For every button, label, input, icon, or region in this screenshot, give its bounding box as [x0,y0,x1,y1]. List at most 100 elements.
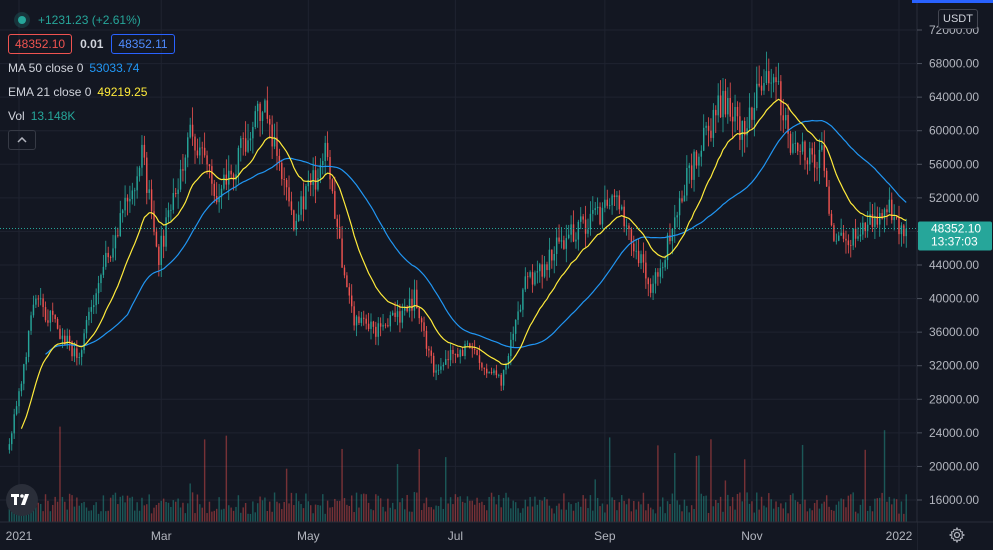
candle-body [394,312,396,317]
volume-bar [191,492,194,522]
candle-body [900,225,903,235]
volume-bar [748,503,751,522]
volume-bar [753,512,756,522]
volume-bar [435,505,437,522]
volume-bar [862,499,864,522]
volume-bar [160,500,162,522]
bid-price-button[interactable]: 48352.10 [8,34,73,54]
candle-body [690,165,693,180]
candle-body [893,217,895,221]
candle-body [751,107,753,120]
candle-body [582,216,584,220]
candle-body [878,213,881,225]
volume-bar [112,494,114,522]
candle-body [107,252,109,258]
candle-body [297,214,300,221]
volume-bar [558,503,560,522]
candle-body [461,350,464,357]
volume-bar [423,503,425,522]
legend-header-row: +1231.23 (+2.61%) [8,10,175,30]
volume-bar [225,435,228,522]
volume-bar [567,502,570,522]
volume-bar [710,439,712,522]
volume-bar [252,501,254,522]
volume-bar [165,501,167,522]
volume-bar [220,509,223,522]
candle-body [478,355,481,363]
volume-bar [418,449,420,522]
candle-body [252,127,254,139]
x-tick-label: May [297,529,320,543]
volume-bar [502,497,505,522]
candle-body [136,176,138,191]
candle-body [553,253,555,261]
volume-bar [394,509,396,522]
volume-bar [343,498,346,522]
volume-bar [237,495,240,522]
candle-body [654,272,657,284]
volume-bar [811,510,813,522]
volume-bar [659,506,662,522]
volume-bar [756,492,758,522]
candle-body [522,289,524,310]
currency-button[interactable]: USDT [938,9,978,29]
candle-body [399,311,401,323]
candle-body [109,257,112,258]
volume-bar [604,512,606,522]
candle-body [608,205,611,207]
candle-body [584,219,587,234]
candle-body [401,310,404,323]
legend-vol[interactable]: Vol 13.148K [8,106,175,126]
candle-body [20,383,23,392]
volume-bar [454,494,457,522]
volume-bar [577,501,580,522]
volume-bar [780,503,782,522]
gear-icon[interactable] [948,526,966,545]
candle-body [758,83,760,86]
candle-body [526,276,529,278]
candle-body [310,180,312,185]
tv-logo-mark [11,494,29,505]
volume-bar [657,445,659,522]
candle-body [281,162,283,180]
candle-body [671,228,674,242]
volume-bar [722,511,724,522]
volume-bar [724,480,727,522]
ask-price-button[interactable]: 48352.11 [111,34,175,54]
chart-legend: +1231.23 (+2.61%) 48352.10 0.01 48352.11… [8,10,175,150]
volume-bar [136,502,138,522]
volume-bar [416,492,418,522]
candle-body [534,272,536,285]
volume-bar [584,498,587,522]
legend-ema[interactable]: EMA 21 close 0 49219.25 [8,82,175,102]
candle-body [775,77,777,83]
volume-bar [821,503,823,522]
candle-body [324,142,326,161]
candle-body [760,85,763,91]
candle-body [206,155,208,165]
volume-bar [833,510,835,522]
tradingview-logo-icon[interactable] [6,484,38,516]
volume-bar [541,500,543,522]
candle-body [818,149,821,169]
candle-body [830,213,833,226]
collapse-legend-button[interactable] [8,130,36,150]
volume-bar [85,507,88,522]
volume-bar [563,493,565,522]
candle-body [331,179,334,192]
volume-bar [379,498,382,522]
volume-bar [396,464,399,522]
volume-bar [432,509,435,522]
candle-body [756,83,758,109]
candle-body [452,350,454,354]
candle-body [153,211,155,232]
volume-bar [478,502,481,522]
candle-body [799,151,801,153]
legend-ma[interactable]: MA 50 close 0 53033.74 [8,58,175,78]
volume-bar [464,502,466,522]
candle-body [372,321,375,327]
candle-body [93,305,95,308]
volume-bar [698,455,700,522]
ema-name: EMA 21 close 0 [8,85,92,99]
volume-bar [522,508,524,522]
